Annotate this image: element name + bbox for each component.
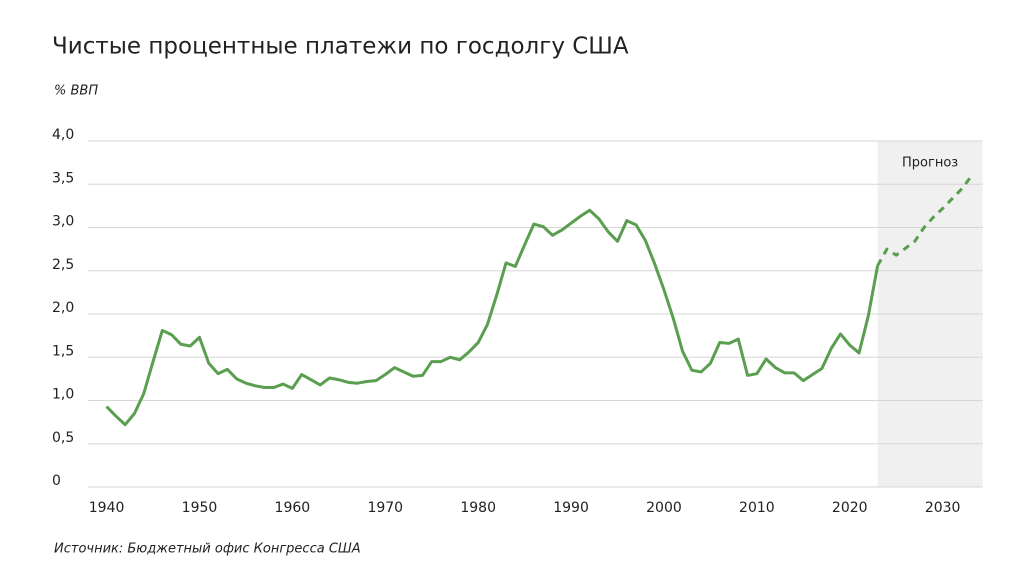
- x-tick-label: 1970: [367, 500, 403, 516]
- y-tick-label: 3,5: [52, 170, 74, 186]
- y-tick-label: 2,5: [52, 257, 74, 273]
- y-tick-label: 0: [52, 473, 61, 489]
- x-tick-label: 1950: [182, 500, 218, 516]
- y-tick-label: 4,0: [52, 127, 74, 143]
- data-line: [876, 176, 972, 267]
- x-tick-label: 2020: [832, 500, 868, 516]
- y-axis-label: % ВВП: [54, 84, 98, 99]
- x-tick-label: 1940: [89, 500, 125, 516]
- x-tick-label: 1960: [275, 500, 311, 516]
- y-tick-label: 1,5: [52, 343, 74, 359]
- y-tick-label: 0,5: [52, 430, 74, 446]
- x-tick-label: 1990: [553, 500, 589, 516]
- x-tick-label: 1980: [460, 500, 496, 516]
- x-tick-label: 2030: [925, 500, 961, 516]
- y-tick-label: 1,0: [52, 387, 74, 403]
- x-tick-label: 2000: [646, 500, 682, 516]
- source: Источник: Бюджетный офис Конгресса США: [54, 542, 361, 557]
- x-tick-label: 2010: [739, 500, 775, 516]
- chart-title: Чистые процентные платежи по госдолгу СШ…: [52, 34, 629, 60]
- y-tick-label: 2,0: [52, 300, 74, 316]
- y-tick-label: 3,0: [52, 214, 74, 230]
- forecast-label: Прогноз: [902, 156, 958, 171]
- data-line: [105, 208, 880, 427]
